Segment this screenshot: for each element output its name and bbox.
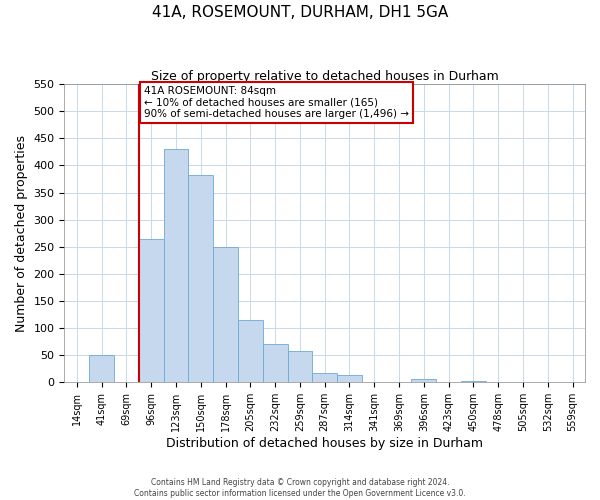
Bar <box>188 174 213 382</box>
X-axis label: Distribution of detached houses by size in Durham: Distribution of detached houses by size … <box>166 437 483 450</box>
Text: Contains HM Land Registry data © Crown copyright and database right 2024.
Contai: Contains HM Land Registry data © Crown c… <box>134 478 466 498</box>
Bar <box>287 351 313 382</box>
Bar <box>337 375 362 382</box>
Bar <box>89 355 114 382</box>
Y-axis label: Number of detached properties: Number of detached properties <box>15 135 28 332</box>
Bar <box>139 238 164 382</box>
Bar <box>313 372 337 382</box>
Bar <box>238 320 263 382</box>
Bar <box>412 378 436 382</box>
Title: Size of property relative to detached houses in Durham: Size of property relative to detached ho… <box>151 70 499 83</box>
Text: 41A ROSEMOUNT: 84sqm
← 10% of detached houses are smaller (165)
90% of semi-deta: 41A ROSEMOUNT: 84sqm ← 10% of detached h… <box>144 86 409 119</box>
Bar <box>263 344 287 383</box>
Bar <box>164 149 188 382</box>
Bar <box>213 247 238 382</box>
Text: 41A, ROSEMOUNT, DURHAM, DH1 5GA: 41A, ROSEMOUNT, DURHAM, DH1 5GA <box>152 5 448 20</box>
